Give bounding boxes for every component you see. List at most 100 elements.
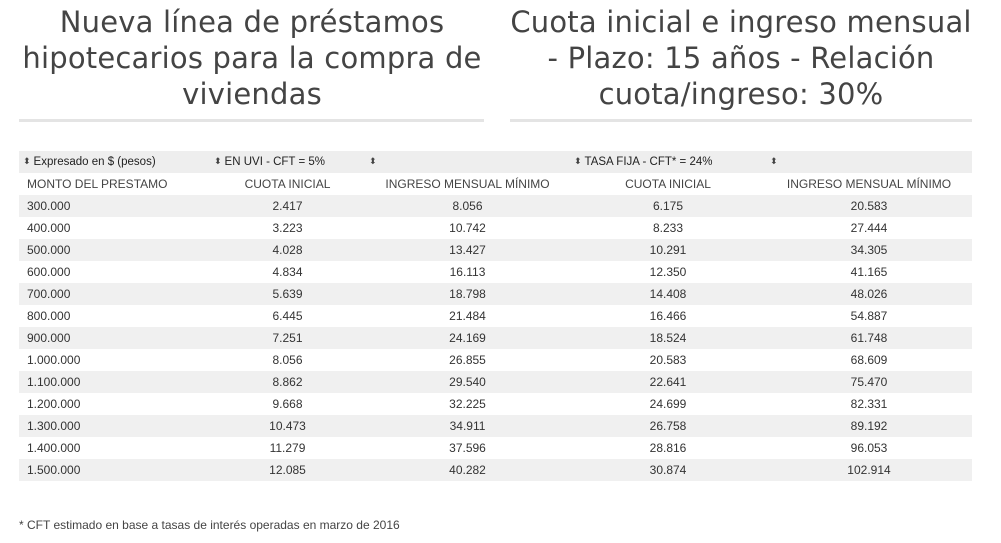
table-subtitle: Cuota inicial e ingreso mensual - Plazo:… <box>510 5 972 111</box>
cell-amount: 500.000 <box>27 243 71 257</box>
cell-amount: 300.000 <box>27 199 71 213</box>
cell-uvi-initial-payment: 10.473 <box>269 419 306 433</box>
table-row: 600.000 4.834 16.113 12.350 41.165 <box>19 261 972 283</box>
sort-header-fixed-rate[interactable]: ⬍ TASA FIJA - CFT* = 24% <box>570 151 766 173</box>
cell-uvi-min-income: 18.798 <box>449 287 486 301</box>
cell-uvi-initial-payment: 4.834 <box>272 265 303 279</box>
table-row: 900.000 7.251 24.169 18.524 61.748 <box>19 327 972 349</box>
loan-table: ⬍ Expresado en $ (pesos) ⬍ EN UVI - CFT = … <box>19 151 972 481</box>
cell-fixed-min-income: 96.053 <box>850 441 888 455</box>
cell-fixed-initial-payment: 12.350 <box>649 265 687 279</box>
table-row: 1.200.000 9.668 32.225 24.699 82.331 <box>19 393 972 415</box>
table-row: 1.000.000 8.056 26.855 20.583 68.609 <box>19 349 972 371</box>
cell-uvi-initial-payment: 2.417 <box>272 199 303 213</box>
cell-uvi-initial-payment: 5.639 <box>272 287 303 301</box>
cell-fixed-min-income: 61.748 <box>850 331 888 345</box>
cell-amount: 800.000 <box>27 309 71 323</box>
cell-amount: 700.000 <box>27 287 71 301</box>
cell-amount: 1.300.000 <box>27 419 81 433</box>
cell-fixed-initial-payment: 20.583 <box>649 353 687 367</box>
cell-uvi-min-income: 13.427 <box>449 243 486 257</box>
cell-fixed-min-income: 48.026 <box>850 287 888 301</box>
table-row: 1.400.000 11.279 37.596 28.816 96.053 <box>19 437 972 459</box>
cell-amount: 600.000 <box>27 265 71 279</box>
cell-uvi-min-income: 21.484 <box>449 309 486 323</box>
cell-fixed-initial-payment: 18.524 <box>649 331 687 345</box>
sort-header-row: ⬍ Expresado en $ (pesos) ⬍ EN UVI - CFT = … <box>19 151 972 173</box>
cell-uvi-min-income: 16.113 <box>449 265 486 279</box>
sort-header-uvi[interactable]: ⬍ EN UVI - CFT = 5% <box>210 151 365 173</box>
cell-amount: 900.000 <box>27 331 71 345</box>
table-body: 300.000 2.417 8.056 6.175 20.583 400.000 3.223… <box>19 195 972 481</box>
cell-fixed-min-income: 27.444 <box>850 221 888 235</box>
cell-uvi-min-income: 10.742 <box>449 221 486 235</box>
footnote: * CFT estimado en base a tasas de interé… <box>19 518 400 532</box>
table-row: 1.500.000 12.085 40.282 30.874 102.914 <box>19 459 972 481</box>
cell-fixed-initial-payment: 10.291 <box>649 243 687 257</box>
cell-uvi-min-income: 24.169 <box>449 331 486 345</box>
column-header-amount: MONTO DEL PRESTAMO <box>27 177 168 191</box>
cell-amount: 1.000.000 <box>27 353 81 367</box>
cell-uvi-initial-payment: 12.085 <box>269 463 306 477</box>
cell-amount: 400.000 <box>27 221 71 235</box>
cell-fixed-min-income: 68.609 <box>850 353 888 367</box>
cell-uvi-initial-payment: 8.056 <box>272 353 303 367</box>
cell-fixed-min-income: 82.331 <box>850 397 888 411</box>
cell-uvi-min-income: 37.596 <box>449 441 486 455</box>
cell-fixed-initial-payment: 8.233 <box>652 221 684 235</box>
sort-icon: ⬍ <box>214 156 222 166</box>
cell-uvi-initial-payment: 7.251 <box>272 331 303 345</box>
cell-fixed-initial-payment: 26.758 <box>649 419 687 433</box>
cell-uvi-min-income: 26.855 <box>449 353 486 367</box>
cell-fixed-min-income: 89.192 <box>850 419 888 433</box>
cell-fixed-initial-payment: 22.641 <box>649 375 687 389</box>
cell-uvi-min-income: 40.282 <box>449 463 486 477</box>
cell-amount: 1.400.000 <box>27 441 81 455</box>
cell-fixed-min-income: 102.914 <box>847 463 891 477</box>
table-row: 500.000 4.028 13.427 10.291 34.305 <box>19 239 972 261</box>
table-row: 800.000 6.445 21.484 16.466 54.887 <box>19 305 972 327</box>
table-row: 1.300.000 10.473 34.911 26.758 89.192 <box>19 415 972 437</box>
cell-fixed-min-income: 54.887 <box>850 309 888 323</box>
cell-uvi-min-income: 8.056 <box>452 199 483 213</box>
cell-amount: 1.500.000 <box>27 463 81 477</box>
title-divider-left <box>19 119 484 122</box>
column-header-uvi-min-income: INGRESO MENSUAL MÍNIMO <box>385 177 550 191</box>
cell-fixed-min-income: 20.583 <box>850 199 888 213</box>
cell-amount: 1.200.000 <box>27 397 81 411</box>
cell-fixed-initial-payment: 16.466 <box>649 309 687 323</box>
sort-header-uvi-income[interactable]: ⬍ <box>365 151 570 173</box>
sort-icon: ⬍ <box>23 156 31 166</box>
cell-uvi-min-income: 34.911 <box>449 419 486 433</box>
sort-header-amount[interactable]: ⬍ Expresado en $ (pesos) <box>19 151 210 173</box>
sort-icon: ⬍ <box>770 156 778 166</box>
cell-uvi-initial-payment: 9.668 <box>272 397 303 411</box>
header-area: Nueva línea de préstamos hipotecarios pa… <box>0 0 1001 124</box>
sort-header-label: EN UVI - CFT = 5% <box>224 156 325 168</box>
column-header-uvi-initial-payment: CUOTA INICIAL <box>244 177 331 191</box>
page-title: Nueva línea de préstamos hipotecarios pa… <box>22 5 482 111</box>
cell-fixed-initial-payment: 28.816 <box>649 441 687 455</box>
sort-header-fixed-income[interactable]: ⬍ <box>766 151 972 173</box>
cell-fixed-min-income: 34.305 <box>850 243 888 257</box>
cell-uvi-min-income: 29.540 <box>449 375 486 389</box>
table-row: 400.000 3.223 10.742 8.233 27.444 <box>19 217 972 239</box>
sort-header-label: Expresado en $ (pesos) <box>33 156 156 168</box>
sort-icon: ⬍ <box>574 156 582 166</box>
sort-icon: ⬍ <box>369 156 377 166</box>
column-header-fixed-initial-payment: CUOTA INICIAL <box>625 177 711 191</box>
cell-fixed-initial-payment: 6.175 <box>652 199 684 213</box>
cell-uvi-initial-payment: 3.223 <box>272 221 303 235</box>
cell-fixed-initial-payment: 30.874 <box>649 463 687 477</box>
cell-amount: 1.100.000 <box>27 375 81 389</box>
title-divider-right <box>510 119 972 122</box>
cell-fixed-initial-payment: 14.408 <box>649 287 687 301</box>
cell-fixed-initial-payment: 24.699 <box>649 397 687 411</box>
column-header-row: MONTO DEL PRESTAMO CUOTA INICIAL INGRESO… <box>19 173 972 195</box>
table-row: 300.000 2.417 8.056 6.175 20.583 <box>19 195 972 217</box>
table-row: 1.100.000 8.862 29.540 22.641 75.470 <box>19 371 972 393</box>
cell-uvi-initial-payment: 8.862 <box>272 375 303 389</box>
column-header-fixed-min-income: INGRESO MENSUAL MÍNIMO <box>786 177 952 191</box>
sort-header-label: TASA FIJA - CFT* = 24% <box>584 156 713 168</box>
cell-fixed-min-income: 41.165 <box>850 265 888 279</box>
